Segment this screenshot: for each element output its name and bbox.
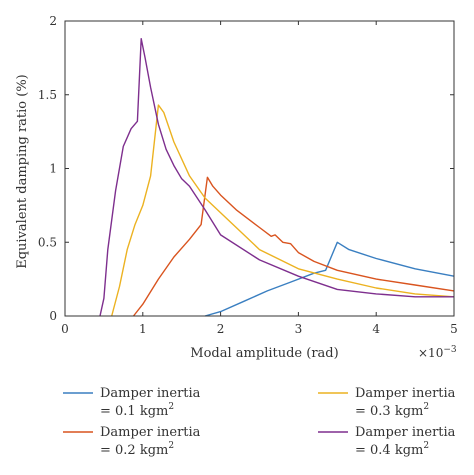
y-tick-label: 0 — [49, 309, 57, 323]
x-tick-label: 0 — [61, 322, 69, 336]
y-tick-label: 1.5 — [38, 88, 57, 102]
legend-label-1: Damper inertia — [100, 386, 201, 401]
legend-label-4-line2: = 0.4 kgm2 — [355, 441, 429, 458]
x-axis-multiplier: ×10−3 — [418, 345, 457, 360]
legend-label-3: Damper inertia — [355, 386, 456, 401]
legend-label-2-line2: = 0.2 kgm2 — [100, 441, 174, 458]
x-tick-label: 2 — [217, 322, 225, 336]
axis-ticks: 0 1 2 3 4 5 0 0.5 1 1.5 2 — [38, 14, 458, 336]
x-axis-label: Modal amplitude (rad) — [190, 346, 338, 361]
legend-label-2: Damper inertia — [100, 425, 201, 440]
series-line-2 — [132, 176, 455, 317]
x-tick-label: 4 — [372, 322, 380, 336]
legend-label-1-line2: = 0.1 kgm2 — [100, 402, 174, 419]
legend-label-4: Damper inertia — [355, 425, 456, 440]
x-axis-multiplier-exponent: −3 — [443, 345, 457, 355]
axes-frame — [64, 20, 455, 317]
y-tick-label: 2 — [49, 14, 57, 28]
plot-area — [99, 38, 455, 317]
series-line-3 — [111, 104, 455, 317]
y-tick-label: 0.5 — [38, 235, 57, 249]
x-tick-label: 3 — [295, 322, 303, 336]
y-axis-label: Equivalent damping ratio (%) — [15, 74, 30, 269]
series-line-4 — [99, 38, 454, 317]
x-tick-label: 1 — [139, 322, 147, 336]
series-line-1 — [204, 241, 455, 317]
y-tick-label: 1 — [49, 162, 57, 176]
legend-label-3-line2: = 0.3 kgm2 — [355, 402, 429, 419]
x-axis-multiplier-base: ×10 — [418, 346, 443, 360]
x-tick-label: 5 — [450, 322, 458, 336]
